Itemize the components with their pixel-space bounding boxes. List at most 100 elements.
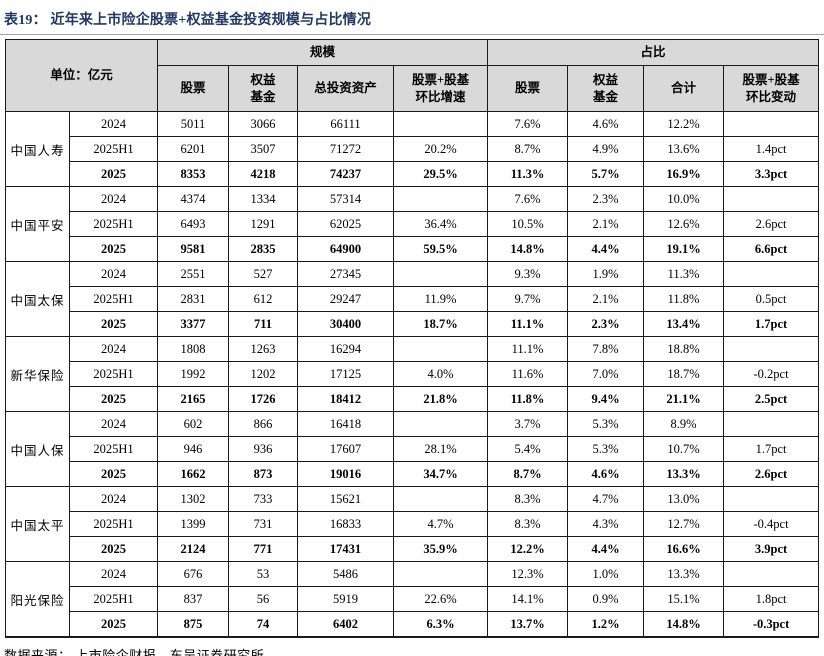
col-header-equity-fund-scale: 权益 基金: [228, 65, 299, 112]
period-cell: 2025: [68, 611, 159, 638]
value-cell: 11.1%: [487, 311, 569, 337]
value-cell: 12.6%: [643, 211, 725, 237]
table-row: 2025H1 2831 612 29247 11.9% 9.7% 2.1% 11.8% 0.5p…: [6, 286, 820, 312]
value-cell: 4.9%: [567, 136, 645, 162]
value-cell: 13.6%: [643, 136, 725, 162]
header-row-columns: 股票 权益 基金 总投资资产 股票+股基 环比增速 股票 权益 基金 合计 股票…: [6, 65, 820, 112]
value-cell: 2.3%: [567, 311, 645, 337]
value-cell: 11.9%: [393, 286, 489, 312]
table-row: 2025 9581 2835 64900 59.5% 14.8% 4.4% 19.1% 6.6p…: [6, 236, 820, 262]
table-row: 2025H1 6201 3507 71272 20.2% 8.7% 4.9% 13.6% 1.4…: [6, 136, 820, 162]
table-row: 2025 875 74 6402 6.3% 13.7% 1.2% 14.8% -0.3pct: [6, 611, 820, 638]
value-cell: 7.6%: [487, 111, 569, 137]
period-cell: 2024: [68, 486, 159, 512]
value-cell: [723, 411, 820, 437]
value-cell: 2.3%: [567, 186, 645, 212]
data-source-note: 数据来源： 上市险企财报，东吴证券研究所: [4, 648, 265, 656]
period-cell: 2025: [68, 236, 159, 262]
period-cell: 2025: [68, 536, 159, 562]
period-cell: 2024: [68, 411, 159, 437]
value-cell: 527: [228, 261, 299, 287]
value-cell: 602: [157, 411, 230, 437]
table-row: 2025H1 837 56 5919 22.6% 14.1% 0.9% 15.1% 1.8pct: [6, 586, 820, 612]
company-name-cell: 中国平安: [5, 186, 70, 262]
value-cell: 18.7%: [643, 361, 725, 387]
value-cell: 1726: [228, 386, 299, 412]
value-cell: 13.7%: [487, 611, 569, 638]
value-cell: 18412: [297, 386, 395, 412]
table-row: 中国太保 2024 2551 527 27345 9.3% 1.9% 11.3%: [5, 261, 820, 337]
value-cell: 12.3%: [487, 561, 569, 587]
value-cell: 62025: [297, 211, 395, 237]
value-cell: 14.8%: [643, 611, 725, 638]
value-cell: 5.3%: [567, 411, 645, 437]
value-cell: 16.9%: [643, 161, 725, 187]
value-cell: 1.0%: [567, 561, 645, 587]
value-cell: 4.4%: [567, 236, 645, 262]
value-cell: 2.6pct: [723, 211, 820, 237]
table-row: 中国平安 2024 4374 1334 57314 7.6% 2.3% 10.0%: [5, 186, 820, 262]
value-cell: 3507: [228, 136, 299, 162]
value-cell: 30400: [297, 311, 395, 337]
value-cell: 2831: [157, 286, 230, 312]
table-row: 2025H1 6493 1291 62025 36.4% 10.5% 2.1% 12.6% 2.…: [6, 211, 820, 237]
value-cell: 3377: [157, 311, 230, 337]
value-cell: 28.1%: [393, 436, 489, 462]
value-cell: 2.1%: [567, 211, 645, 237]
value-cell: 731: [228, 511, 299, 537]
table-row: 2025H1 1399 731 16833 4.7% 8.3% 4.3% 12.7% -0.4p…: [6, 511, 820, 537]
value-cell: 7.0%: [567, 361, 645, 387]
value-cell: 74: [228, 611, 299, 638]
value-cell: 19.1%: [643, 236, 725, 262]
value-cell: 5486: [297, 561, 395, 587]
table-row: 2025 2124 771 17431 35.9% 12.2% 4.4% 16.6% 3.9pc…: [6, 536, 820, 562]
company-name-cell: 中国人保: [5, 411, 70, 487]
value-cell: 6402: [297, 611, 395, 638]
value-cell: 16833: [297, 511, 395, 537]
proportion-group-header: 占比: [487, 39, 820, 66]
table-row: 阳光保险 2024 676 53 5486 12.3% 1.0% 13.3%: [5, 561, 820, 638]
value-cell: 9581: [157, 236, 230, 262]
col-header-equity-fund-proportion: 权益 基金: [567, 65, 645, 112]
period-cell: 2024: [68, 261, 159, 287]
value-cell: 5.3%: [567, 436, 645, 462]
value-cell: 21.1%: [643, 386, 725, 412]
value-cell: 1662: [157, 461, 230, 487]
value-cell: 12.7%: [643, 511, 725, 537]
value-cell: 733: [228, 486, 299, 512]
value-cell: 5919: [297, 586, 395, 612]
value-cell: [393, 261, 489, 287]
value-cell: 4.6%: [567, 111, 645, 137]
company-name-cell: 新华保险: [5, 336, 70, 412]
col-header-total-proportion: 合计: [643, 65, 725, 112]
value-cell: 4.7%: [393, 511, 489, 537]
col-header-stock-proportion: 股票: [487, 65, 569, 112]
period-cell: 2025H1: [68, 511, 159, 537]
value-cell: [723, 186, 820, 212]
value-cell: 1992: [157, 361, 230, 387]
value-cell: 2165: [157, 386, 230, 412]
value-cell: 11.8%: [643, 286, 725, 312]
col-header-stock-scale: 股票: [157, 65, 230, 112]
value-cell: 1263: [228, 336, 299, 362]
value-cell: 7.6%: [487, 186, 569, 212]
unit-label-cell: 单位：亿元: [4, 39, 159, 112]
value-cell: 13.3%: [643, 461, 725, 487]
value-cell: 866: [228, 411, 299, 437]
value-cell: 771: [228, 536, 299, 562]
value-cell: 8.3%: [487, 511, 569, 537]
value-cell: 8.7%: [487, 461, 569, 487]
value-cell: 18.7%: [393, 311, 489, 337]
value-cell: 59.5%: [393, 236, 489, 262]
value-cell: 16294: [297, 336, 395, 362]
value-cell: 8.7%: [487, 136, 569, 162]
value-cell: 0.5pct: [723, 286, 820, 312]
value-cell: -0.2pct: [723, 361, 820, 387]
value-cell: 8.9%: [643, 411, 725, 437]
value-cell: 17125: [297, 361, 395, 387]
value-cell: 29247: [297, 286, 395, 312]
value-cell: [723, 561, 820, 587]
value-cell: 57314: [297, 186, 395, 212]
header-row-groups: 单位：亿元 规模 占比: [4, 39, 820, 112]
